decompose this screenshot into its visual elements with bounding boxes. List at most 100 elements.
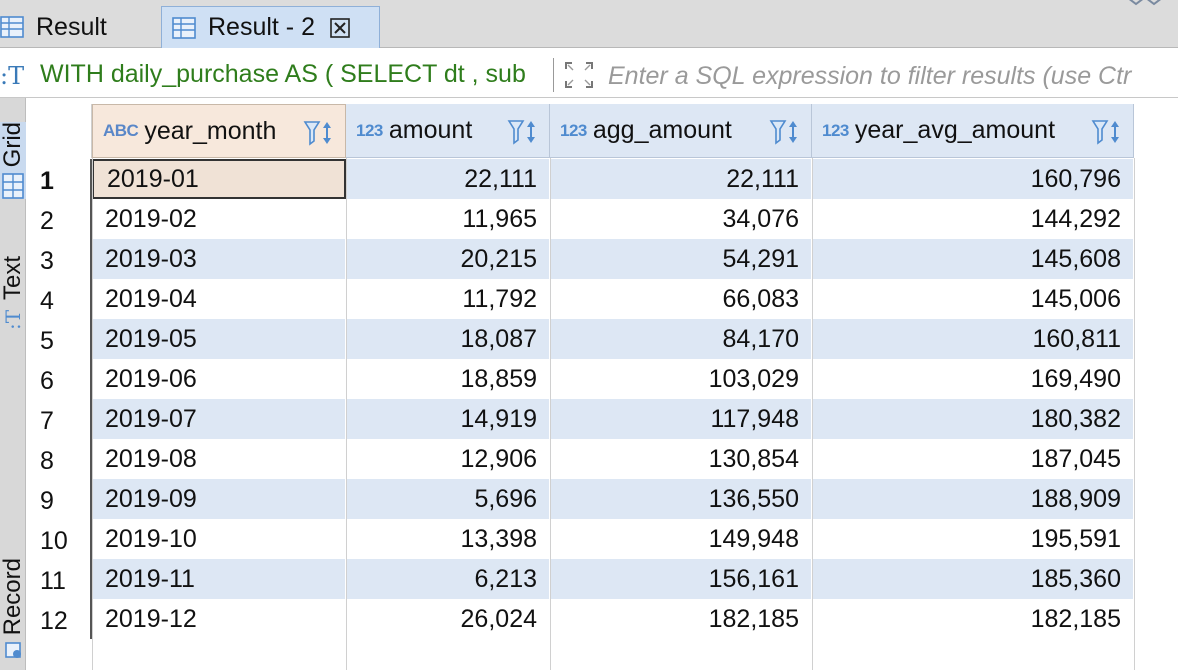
table-cell-year-month[interactable]: 2019-01 — [92, 159, 346, 199]
row-number[interactable]: 12 — [26, 599, 92, 639]
table-cell-year-avg-amount[interactable]: 188,909 — [812, 479, 1134, 519]
results-tab-bar: Result Result - 2 — [0, 0, 1178, 48]
table-cell-year-month[interactable]: 2019-07 — [92, 399, 346, 439]
row-number[interactable]: 2 — [26, 199, 92, 239]
table-cell-year-month[interactable]: 2019-06 — [92, 359, 346, 399]
filter-sort-icon[interactable] — [1091, 118, 1125, 146]
tab-result[interactable]: Result — [0, 6, 140, 48]
table-cell-year-month[interactable]: 2019-10 — [92, 519, 346, 559]
table-cell-year-avg-amount[interactable]: 180,382 — [812, 399, 1134, 439]
table-cell-agg-amount[interactable]: 182,185 — [550, 599, 812, 639]
table-cell-amount[interactable]: 14,919 — [346, 399, 550, 439]
column-header-amount[interactable]: 123 amount — [346, 104, 550, 158]
table-cell-amount[interactable]: 20,215 — [346, 239, 550, 279]
table-cell-year-month[interactable]: 2019-11 — [92, 559, 346, 599]
close-icon[interactable] — [329, 17, 351, 39]
table-cell-year-month[interactable]: 2019-12 — [92, 599, 346, 639]
table-row[interactable]: 6 2019-06 18,859 103,029 169,490 — [26, 359, 1134, 399]
table-cell-year-month[interactable]: 2019-02 — [92, 199, 346, 239]
table-cell-year-avg-amount[interactable]: 195,591 — [812, 519, 1134, 559]
row-number[interactable]: 5 — [26, 319, 92, 359]
table-cell-year-avg-amount[interactable]: 160,811 — [812, 319, 1134, 359]
row-number[interactable]: 3 — [26, 239, 92, 279]
table-cell-year-month[interactable]: 2019-03 — [92, 239, 346, 279]
filter-input[interactable] — [608, 60, 1178, 92]
row-number[interactable]: 10 — [26, 519, 92, 559]
table-cell-agg-amount[interactable]: 103,029 — [550, 359, 812, 399]
table-row[interactable]: 12 2019-12 26,024 182,185 182,185 — [26, 599, 1134, 639]
table-cell-year-avg-amount[interactable]: 145,608 — [812, 239, 1134, 279]
table-row[interactable]: 2 2019-02 11,965 34,076 144,292 — [26, 199, 1134, 239]
table-cell-year-avg-amount[interactable]: 187,045 — [812, 439, 1134, 479]
table-row[interactable]: 8 2019-08 12,906 130,854 187,045 — [26, 439, 1134, 479]
column-type-badge: 123 — [822, 120, 849, 140]
row-background — [92, 199, 1134, 239]
table-cell-year-month[interactable]: 2019-05 — [92, 319, 346, 359]
panel-toggle-icon[interactable] — [1124, 0, 1164, 8]
divider — [553, 58, 554, 92]
tab-result-2-label: Result - 2 — [208, 13, 315, 41]
query-text[interactable]: WITH daily_purchase AS ( SELECT dt , sub — [40, 60, 526, 88]
row-number[interactable]: 8 — [26, 439, 92, 479]
row-number[interactable]: 11 — [26, 559, 92, 599]
table-cell-amount[interactable]: 12,906 — [346, 439, 550, 479]
row-number[interactable]: 6 — [26, 359, 92, 399]
table-cell-agg-amount[interactable]: 66,083 — [550, 279, 812, 319]
table-cell-agg-amount[interactable]: 149,948 — [550, 519, 812, 559]
filter-sort-icon[interactable] — [303, 119, 337, 147]
table-row[interactable]: 7 2019-07 14,919 117,948 180,382 — [26, 399, 1134, 439]
table-cell-agg-amount[interactable]: 130,854 — [550, 439, 812, 479]
table-cell-agg-amount[interactable]: 84,170 — [550, 319, 812, 359]
table-cell-year-month[interactable]: 2019-04 — [92, 279, 346, 319]
table-cell-agg-amount[interactable]: 136,550 — [550, 479, 812, 519]
row-number[interactable]: 4 — [26, 279, 92, 319]
table-cell-amount[interactable]: 11,792 — [346, 279, 550, 319]
row-number[interactable]: 1 — [26, 159, 92, 199]
table-cell-amount[interactable]: 18,859 — [346, 359, 550, 399]
tab-result-2[interactable]: Result - 2 — [161, 6, 380, 48]
table-cell-year-avg-amount[interactable]: 182,185 — [812, 599, 1134, 639]
table-cell-year-avg-amount[interactable]: 169,490 — [812, 359, 1134, 399]
row-background — [92, 559, 1134, 599]
table-row[interactable]: 11 2019-11 6,213 156,161 185,360 — [26, 559, 1134, 599]
table-cell-agg-amount[interactable]: 156,161 — [550, 559, 812, 599]
table-cell-agg-amount[interactable]: 34,076 — [550, 199, 812, 239]
table-cell-year-avg-amount[interactable]: 144,292 — [812, 199, 1134, 239]
filter-sort-icon[interactable] — [769, 118, 803, 146]
row-number[interactable]: 7 — [26, 399, 92, 439]
row-background — [92, 239, 1134, 279]
table-cell-year-avg-amount[interactable]: 185,360 — [812, 559, 1134, 599]
view-tab-record-label: Record — [0, 558, 26, 636]
table-cell-amount[interactable]: 6,213 — [346, 559, 550, 599]
table-cell-agg-amount[interactable]: 117,948 — [550, 399, 812, 439]
table-cell-year-month[interactable]: 2019-08 — [92, 439, 346, 479]
view-tab-text[interactable]: Text :T — [0, 256, 26, 336]
table-cell-year-month[interactable]: 2019-09 — [92, 479, 346, 519]
table-cell-amount[interactable]: 11,965 — [346, 199, 550, 239]
column-separator — [1134, 158, 1135, 670]
table-row[interactable]: 5 2019-05 18,087 84,170 160,811 — [26, 319, 1134, 359]
table-cell-amount[interactable]: 26,024 — [346, 599, 550, 639]
table-cell-year-avg-amount[interactable]: 145,006 — [812, 279, 1134, 319]
view-tab-record[interactable]: Record — [0, 558, 26, 661]
table-cell-year-avg-amount[interactable]: 160,796 — [812, 159, 1134, 199]
table-row[interactable]: 4 2019-04 11,792 66,083 145,006 — [26, 279, 1134, 319]
table-cell-amount[interactable]: 13,398 — [346, 519, 550, 559]
expand-icon[interactable] — [563, 60, 595, 90]
column-header-year-avg-amount[interactable]: 123 year_avg_amount — [812, 104, 1134, 158]
table-cell-agg-amount[interactable]: 54,291 — [550, 239, 812, 279]
filter-sort-icon[interactable] — [507, 118, 541, 146]
table-cell-amount[interactable]: 22,111 — [346, 159, 550, 199]
table-cell-amount[interactable]: 5,696 — [346, 479, 550, 519]
grid-corner[interactable] — [26, 104, 92, 158]
view-tab-grid[interactable]: Grid — [0, 122, 26, 200]
column-header-agg-amount[interactable]: 123 agg_amount — [550, 104, 812, 158]
table-row[interactable]: 1 2019-01 22,111 22,111 160,796 — [26, 159, 1134, 199]
table-cell-amount[interactable]: 18,087 — [346, 319, 550, 359]
table-cell-agg-amount[interactable]: 22,111 — [550, 159, 812, 199]
table-row[interactable]: 10 2019-10 13,398 149,948 195,591 — [26, 519, 1134, 559]
row-number[interactable]: 9 — [26, 479, 92, 519]
column-header-year-month[interactable]: ABC year_month — [92, 104, 346, 158]
table-row[interactable]: 3 2019-03 20,215 54,291 145,608 — [26, 239, 1134, 279]
table-row[interactable]: 9 2019-09 5,696 136,550 188,909 — [26, 479, 1134, 519]
